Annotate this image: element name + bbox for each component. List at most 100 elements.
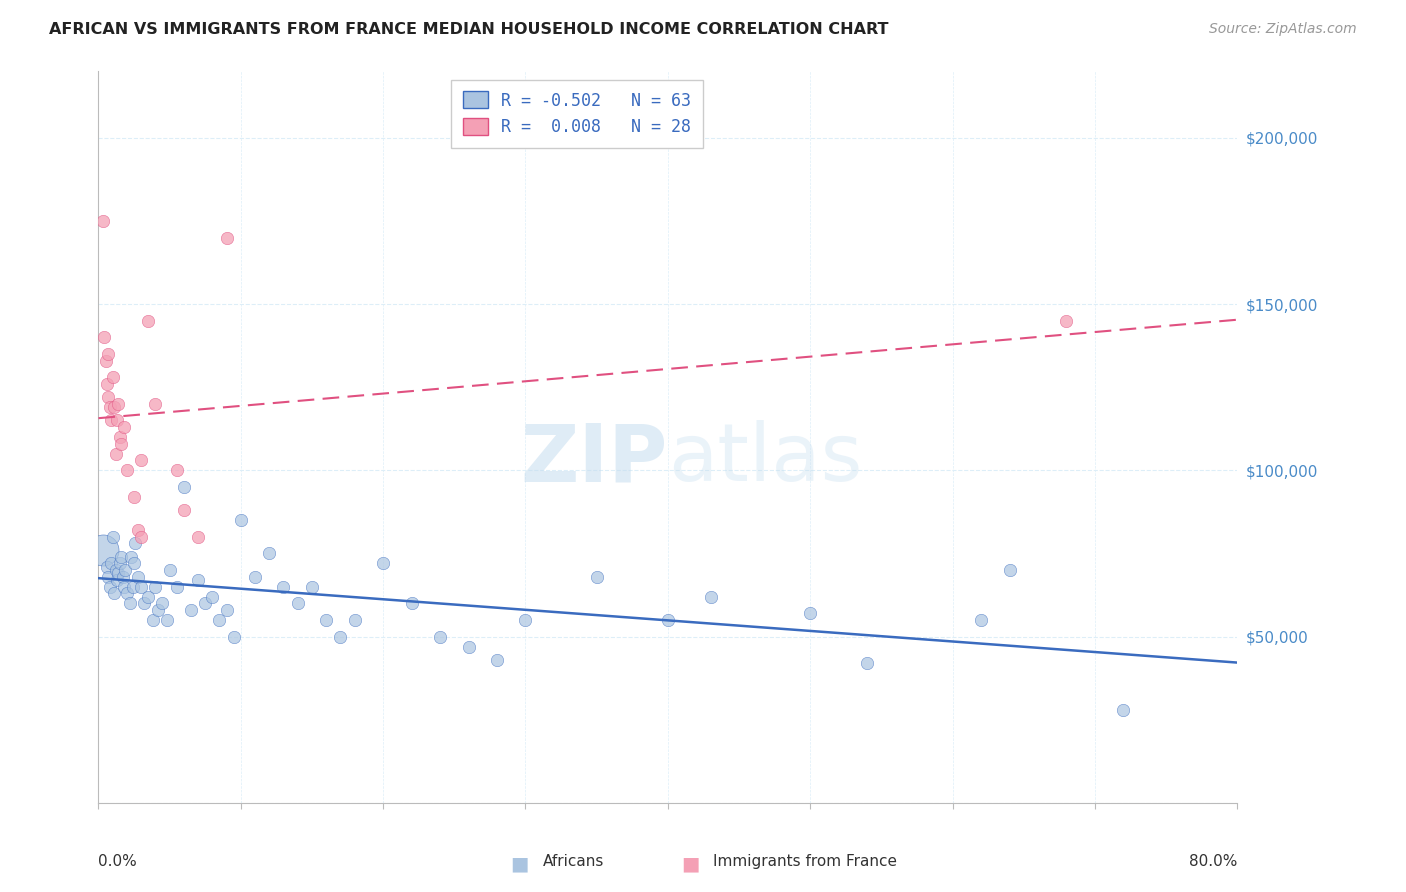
Point <box>136 590 159 604</box>
Point <box>201 590 224 604</box>
Point <box>1056 314 1078 328</box>
Point <box>111 570 134 584</box>
Point <box>229 513 252 527</box>
Point <box>122 490 145 504</box>
Point <box>222 630 245 644</box>
Point <box>515 613 537 627</box>
Point <box>173 480 195 494</box>
Point <box>156 613 179 627</box>
Text: atlas: atlas <box>668 420 862 498</box>
Point <box>124 536 146 550</box>
Point <box>343 613 366 627</box>
Point <box>107 397 129 411</box>
Point <box>970 613 993 627</box>
Point <box>100 413 122 427</box>
Text: AFRICAN VS IMMIGRANTS FROM FRANCE MEDIAN HOUSEHOLD INCOME CORRELATION CHART: AFRICAN VS IMMIGRANTS FROM FRANCE MEDIAN… <box>49 22 889 37</box>
Point <box>799 607 821 621</box>
Point <box>101 370 124 384</box>
Legend: R = -0.502   N = 63, R =  0.008   N = 28: R = -0.502 N = 63, R = 0.008 N = 28 <box>451 79 703 148</box>
Point <box>148 603 170 617</box>
Point <box>315 613 337 627</box>
Point <box>152 596 174 610</box>
Point <box>98 580 121 594</box>
Point <box>118 596 141 610</box>
Point <box>108 430 131 444</box>
Point <box>129 453 152 467</box>
Point <box>115 586 138 600</box>
Point <box>166 463 188 477</box>
Point <box>1112 703 1135 717</box>
Point <box>243 570 266 584</box>
Point <box>287 596 309 610</box>
Point <box>121 580 143 594</box>
Point <box>457 640 479 654</box>
Point <box>112 580 135 594</box>
Point <box>215 603 238 617</box>
Point <box>429 630 451 644</box>
Point <box>145 397 167 411</box>
Point <box>145 580 167 594</box>
Point <box>107 566 129 581</box>
Point <box>132 596 155 610</box>
Point <box>91 214 114 228</box>
Point <box>129 580 152 594</box>
Point <box>136 314 159 328</box>
Point <box>115 463 138 477</box>
Point <box>114 563 136 577</box>
Point <box>97 347 120 361</box>
Point <box>129 530 152 544</box>
Point <box>105 573 128 587</box>
Point <box>105 413 128 427</box>
Point <box>215 230 238 244</box>
Point <box>401 596 423 610</box>
Text: Source: ZipAtlas.com: Source: ZipAtlas.com <box>1209 22 1357 37</box>
Text: Africans: Africans <box>543 854 605 869</box>
Point <box>194 596 217 610</box>
Point <box>104 563 127 577</box>
Text: 80.0%: 80.0% <box>1189 854 1237 869</box>
Point <box>97 570 120 584</box>
Point <box>856 656 879 670</box>
Point <box>159 563 181 577</box>
Point <box>208 613 231 627</box>
Point <box>110 549 132 564</box>
Point <box>96 376 118 391</box>
Point <box>187 530 209 544</box>
Text: ■: ■ <box>682 854 700 873</box>
Point <box>127 570 149 584</box>
Point <box>187 573 209 587</box>
Point <box>103 400 125 414</box>
Point <box>273 580 295 594</box>
Point <box>100 557 122 571</box>
Point <box>127 523 149 537</box>
Point <box>104 447 127 461</box>
Point <box>108 557 131 571</box>
Point <box>301 580 323 594</box>
Point <box>141 613 163 627</box>
Text: Immigrants from France: Immigrants from France <box>713 854 897 869</box>
Point <box>101 530 124 544</box>
Point <box>122 557 145 571</box>
Point <box>329 630 352 644</box>
Point <box>93 330 115 344</box>
Point <box>120 549 142 564</box>
Point <box>173 503 195 517</box>
Point <box>699 590 721 604</box>
Text: ZIP: ZIP <box>520 420 668 498</box>
Point <box>98 400 121 414</box>
Text: ■: ■ <box>510 854 529 873</box>
Point <box>259 546 281 560</box>
Point <box>91 543 114 558</box>
Point <box>998 563 1021 577</box>
Point <box>180 603 202 617</box>
Text: 0.0%: 0.0% <box>98 854 138 869</box>
Point <box>97 390 120 404</box>
Point <box>657 613 679 627</box>
Point <box>94 353 117 368</box>
Point <box>110 436 132 450</box>
Point <box>166 580 188 594</box>
Point <box>96 559 118 574</box>
Point <box>112 420 135 434</box>
Point <box>585 570 607 584</box>
Point <box>103 586 125 600</box>
